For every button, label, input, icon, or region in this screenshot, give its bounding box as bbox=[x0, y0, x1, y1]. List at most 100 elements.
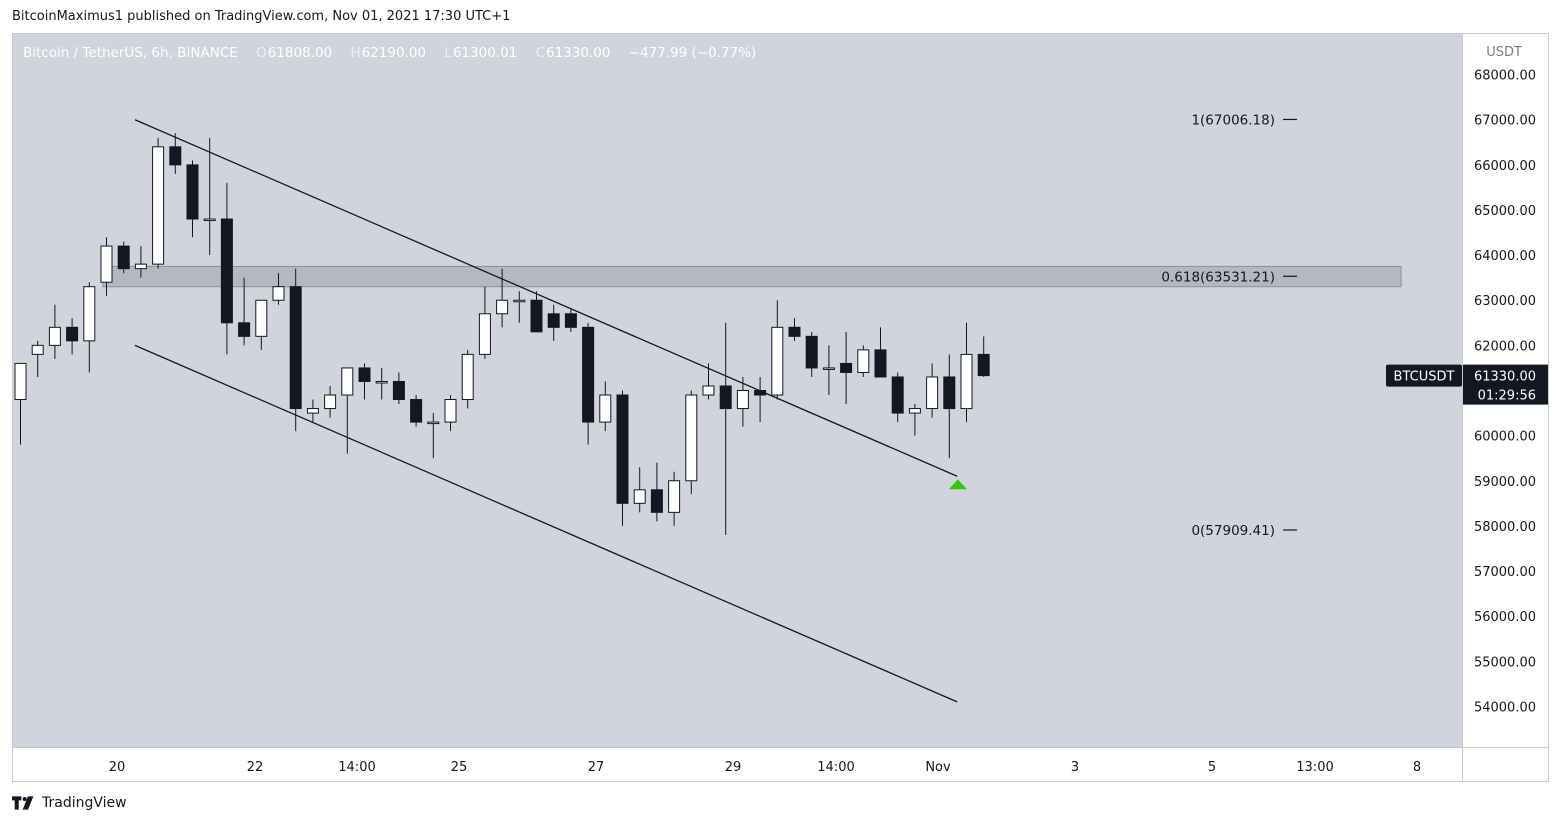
candle-body[interactable] bbox=[891, 376, 904, 414]
low-label: L bbox=[444, 45, 452, 61]
candle-body[interactable] bbox=[134, 263, 147, 270]
candle-body[interactable] bbox=[14, 362, 27, 401]
candle-body[interactable] bbox=[513, 299, 526, 303]
candle-body[interactable] bbox=[31, 344, 44, 355]
tradingview-brand: TradingView bbox=[42, 795, 127, 811]
price-tick-label: 68000.00 bbox=[1474, 69, 1536, 84]
candle-body[interactable] bbox=[908, 408, 921, 414]
candle-body[interactable] bbox=[48, 326, 61, 346]
candle-body[interactable] bbox=[238, 322, 251, 337]
candle-body[interactable] bbox=[960, 353, 973, 410]
price-axis-background bbox=[1462, 34, 1548, 781]
price-tick-label: 56000.00 bbox=[1474, 610, 1536, 625]
candle-body[interactable] bbox=[289, 286, 302, 410]
candle-body[interactable] bbox=[616, 394, 629, 504]
candle-body[interactable] bbox=[117, 245, 130, 270]
candle-body[interactable] bbox=[547, 313, 560, 328]
candle-body[interactable] bbox=[736, 390, 749, 410]
candle-body[interactable] bbox=[719, 385, 732, 410]
candle-body[interactable] bbox=[840, 362, 853, 373]
bar-countdown-label: 01:29:56 bbox=[1478, 389, 1536, 404]
candle-body[interactable] bbox=[754, 390, 767, 396]
open-value: 61808.00 bbox=[267, 45, 333, 61]
candle-body[interactable] bbox=[685, 394, 698, 482]
candle-body[interactable] bbox=[324, 394, 337, 410]
candle-body[interactable] bbox=[392, 380, 405, 401]
candle-body[interactable] bbox=[427, 421, 440, 425]
candle-body[interactable] bbox=[977, 353, 990, 377]
candle-body[interactable] bbox=[943, 376, 956, 410]
candle-body[interactable] bbox=[788, 326, 801, 337]
candle-body[interactable] bbox=[874, 349, 887, 378]
tradingview-logo-icon bbox=[12, 796, 34, 810]
candle-body[interactable] bbox=[358, 367, 371, 382]
candle-body[interactable] bbox=[306, 408, 319, 414]
time-tick-label: 3 bbox=[1071, 760, 1079, 775]
close-label: C bbox=[535, 45, 545, 61]
candle-body[interactable] bbox=[599, 394, 612, 423]
candle-body[interactable] bbox=[341, 367, 354, 396]
candle-body[interactable] bbox=[203, 218, 216, 222]
candle-body[interactable] bbox=[650, 489, 663, 513]
change-value: −477.99 (−0.77%) bbox=[628, 45, 757, 61]
candle-body[interactable] bbox=[564, 313, 577, 328]
candle-body[interactable] bbox=[633, 489, 646, 504]
candle-body[interactable] bbox=[66, 326, 79, 342]
candle-body[interactable] bbox=[530, 299, 543, 333]
candle-body[interactable] bbox=[444, 399, 457, 423]
candle-body[interactable] bbox=[857, 349, 870, 373]
candle-body[interactable] bbox=[220, 218, 233, 324]
time-tick-label: 14:00 bbox=[817, 760, 854, 775]
fib-level-label: 1(67006.18) bbox=[1191, 112, 1275, 128]
candle-body[interactable] bbox=[496, 299, 509, 315]
candle-body[interactable] bbox=[255, 299, 268, 337]
candlestick-chart[interactable]: 1(67006.18) 0.618(63531.21) 0(57909.41) 540… bbox=[13, 34, 1549, 782]
candle-body[interactable] bbox=[461, 353, 474, 401]
chart-panel[interactable]: 1(67006.18) 0.618(63531.21) 0(57909.41) 540… bbox=[12, 33, 1549, 782]
symbol-tag bbox=[1386, 364, 1462, 387]
time-tick-label: 13:00 bbox=[1296, 760, 1333, 775]
symbol-title[interactable]: Bitcoin / TetherUS, 6h, BINANCE bbox=[23, 45, 238, 61]
candle-body[interactable] bbox=[152, 146, 165, 265]
candle-body[interactable] bbox=[582, 326, 595, 423]
time-tick-label: 27 bbox=[588, 760, 605, 775]
channel-lower-line[interactable] bbox=[134, 344, 958, 703]
price-tick-label: 63000.00 bbox=[1474, 294, 1536, 309]
candle-body[interactable] bbox=[272, 286, 285, 301]
candle-body[interactable] bbox=[926, 376, 939, 410]
time-tick-label: Nov bbox=[925, 760, 951, 775]
channel-upper-line[interactable] bbox=[134, 119, 958, 477]
candle-body[interactable] bbox=[375, 380, 388, 384]
candle-body[interactable] bbox=[410, 399, 423, 423]
time-tick-label: 8 bbox=[1413, 760, 1421, 775]
candle-body[interactable] bbox=[805, 335, 818, 369]
time-tick-label: 22 bbox=[247, 760, 264, 775]
time-tick-label: 20 bbox=[109, 760, 126, 775]
time-tick-label: 5 bbox=[1208, 760, 1216, 775]
candle-body[interactable] bbox=[186, 164, 199, 220]
candle-body[interactable] bbox=[702, 385, 715, 396]
low-value: 61300.01 bbox=[452, 45, 518, 61]
buy-signal-marker[interactable] bbox=[948, 479, 967, 490]
candle-body[interactable] bbox=[83, 286, 96, 342]
last-price-tag bbox=[1463, 364, 1548, 405]
candle-body[interactable] bbox=[478, 313, 491, 355]
candle-body[interactable] bbox=[100, 245, 113, 283]
candle-body[interactable] bbox=[771, 326, 784, 396]
price-tick-label: 65000.00 bbox=[1474, 204, 1536, 219]
fib-level-label: 0(57909.41) bbox=[1191, 523, 1275, 539]
price-tick-label: 55000.00 bbox=[1474, 655, 1536, 670]
symbol-legend: Bitcoin / TetherUS, 6h, BINANCE O61808.0… bbox=[23, 45, 756, 61]
candle-body[interactable] bbox=[822, 367, 835, 370]
candle-body[interactable] bbox=[668, 480, 681, 513]
price-tick-label: 59000.00 bbox=[1474, 475, 1536, 490]
time-axis-background bbox=[13, 747, 1462, 781]
time-tick-label: 14:00 bbox=[338, 760, 375, 775]
publisher-line: BitcoinMaximus1 published on TradingView… bbox=[12, 9, 511, 24]
candle-body[interactable] bbox=[169, 146, 182, 166]
price-tick-label: 58000.00 bbox=[1474, 520, 1536, 535]
price-tick-label: 62000.00 bbox=[1474, 339, 1536, 354]
high-value: 62190.00 bbox=[361, 45, 427, 61]
fib-level-label: 0.618(63531.21) bbox=[1161, 269, 1275, 285]
open-label: O bbox=[256, 45, 267, 61]
